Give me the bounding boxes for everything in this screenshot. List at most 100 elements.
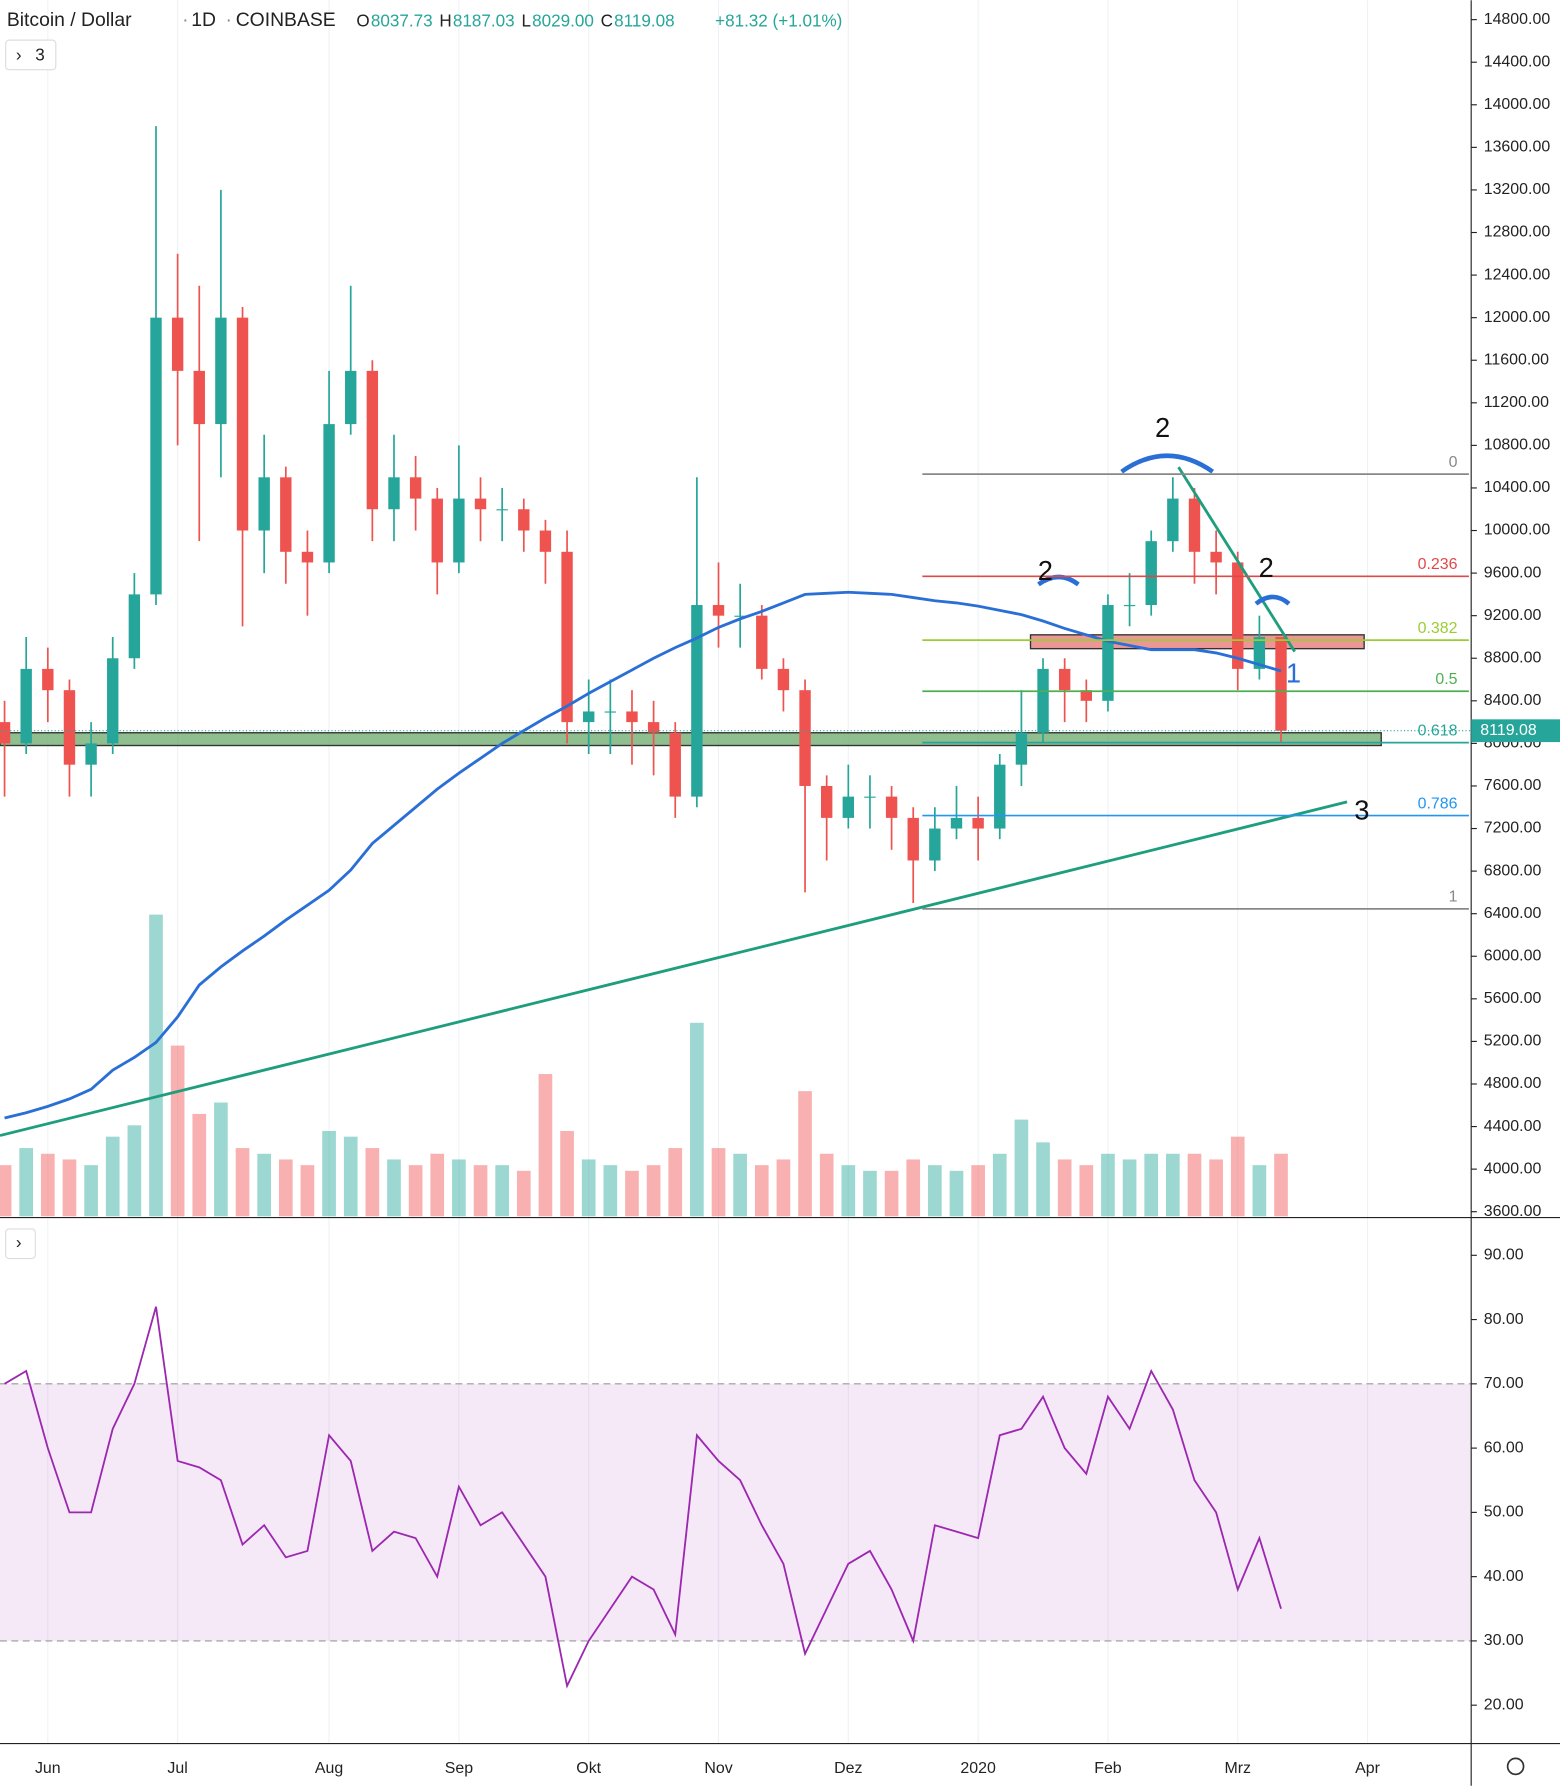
trendline <box>0 800 1348 1137</box>
volume-bar <box>560 1130 574 1217</box>
ohlc-value: 8187.03 <box>453 11 515 30</box>
candle-body <box>258 477 270 531</box>
y-tick-label: 12000.00 <box>1484 309 1551 326</box>
candle-body <box>799 690 811 786</box>
volume-bar <box>949 1170 964 1217</box>
indicators-toggle[interactable] <box>5 39 57 71</box>
y-tick-label: 6400.00 <box>1484 905 1542 922</box>
volume-bar <box>235 1148 250 1217</box>
y-tick-label: 13200.00 <box>1484 181 1551 198</box>
candle-body <box>366 370 379 510</box>
candle-body <box>1037 668 1049 733</box>
candle-body <box>193 370 205 425</box>
volume-bar <box>257 1153 272 1217</box>
volume-bar <box>408 1165 423 1217</box>
y-tick-label: 80.00 <box>1484 1311 1524 1328</box>
volume-bar <box>473 1165 488 1217</box>
volume-bar <box>127 1125 142 1217</box>
trendline <box>1177 466 1296 653</box>
volume-bar <box>819 1153 834 1217</box>
volume-bar <box>0 1165 12 1217</box>
x-tick-label: Aug <box>315 1760 343 1777</box>
y-tick-label: 10400.00 <box>1484 479 1551 496</box>
candle-body <box>1058 668 1071 691</box>
volume-bar <box>62 1159 77 1217</box>
candle-body <box>929 828 941 861</box>
candle-body <box>907 817 919 861</box>
y-tick-label: 4400.00 <box>1484 1118 1542 1135</box>
fib-label: 0.382 <box>1418 620 1458 637</box>
candle-body <box>345 370 357 425</box>
volume-bar <box>278 1159 293 1217</box>
volume-bar <box>1230 1136 1245 1217</box>
ohlc-label: C <box>601 11 613 30</box>
x-tick-label: Jul <box>167 1760 187 1777</box>
volume-bar <box>1122 1159 1137 1217</box>
volume-bar <box>884 1170 899 1217</box>
candle-body <box>864 796 876 798</box>
y-tick-label: 5200.00 <box>1484 1033 1542 1050</box>
candle-body <box>518 509 530 531</box>
candle-body <box>1232 562 1244 669</box>
x-tick-label: 2020 <box>960 1760 996 1777</box>
candle-body <box>409 477 422 499</box>
volume-bar <box>387 1159 401 1217</box>
candle-body <box>647 722 660 733</box>
y-tick-label: 30.00 <box>1484 1632 1524 1649</box>
symbol: Bitcoin / Dollar <box>7 9 132 31</box>
volume-bar <box>1144 1153 1159 1217</box>
volume-bar <box>971 1165 985 1217</box>
fib-label: 0 <box>1449 454 1458 471</box>
candle-body <box>734 615 746 617</box>
candle-body <box>1145 541 1157 606</box>
candle-body <box>1123 605 1136 607</box>
x-tick-label: Sep <box>445 1760 473 1777</box>
candle-body <box>474 498 487 510</box>
candle-body <box>0 722 11 744</box>
y-tick-label: 5600.00 <box>1484 990 1542 1007</box>
volume-bar <box>40 1153 55 1217</box>
arc <box>1254 594 1291 606</box>
x-tick-label: Feb <box>1094 1760 1122 1777</box>
ohlc-value: 8119.08 <box>614 11 674 30</box>
zone <box>0 732 1382 747</box>
candle-body <box>561 551 573 723</box>
candle-body <box>236 317 249 531</box>
candle-body <box>994 764 1006 829</box>
candle-body <box>107 658 119 744</box>
candle-body <box>171 317 184 371</box>
rsi-toggle[interactable] <box>5 1228 36 1260</box>
wave-label: 2 <box>1155 412 1170 443</box>
fib-label: 0.236 <box>1418 556 1458 573</box>
settings-icon[interactable] <box>1506 1757 1525 1776</box>
candle-body <box>583 711 595 723</box>
x-tick-label: Nov <box>704 1760 732 1777</box>
candle-body <box>301 551 314 563</box>
x-tick-label: Apr <box>1355 1760 1380 1777</box>
zone <box>1029 634 1365 650</box>
y-tick-label: 8800.00 <box>1484 649 1542 666</box>
x-tick-label: Okt <box>576 1760 601 1777</box>
candle-body <box>539 530 552 552</box>
volume-bar <box>1079 1165 1094 1217</box>
candle-body <box>150 317 162 595</box>
volume-bar <box>365 1148 380 1217</box>
change: +81.32 (+1.01%) <box>715 11 842 30</box>
y-tick-label: 10000.00 <box>1484 522 1551 539</box>
y-tick-label: 3600.00 <box>1484 1203 1542 1220</box>
candle-body <box>85 743 97 765</box>
candle-body <box>215 317 227 425</box>
candle-body <box>1102 605 1114 701</box>
header: Bitcoin / Dollar · 1D · COINBASE +81.32 … <box>5 9 842 1260</box>
candle-body <box>1253 636 1266 669</box>
arc <box>1120 453 1215 474</box>
volume-bar <box>928 1165 942 1217</box>
wave-label: 2 <box>1259 552 1274 583</box>
ohlc-value: 8037.73 <box>371 11 433 30</box>
y-tick-label: 13600.00 <box>1484 139 1551 156</box>
last-price-box <box>1471 719 1560 743</box>
y-tick-label: 9600.00 <box>1484 564 1542 581</box>
candle-body <box>453 498 465 563</box>
y-tick-label: 7600.00 <box>1484 777 1542 794</box>
